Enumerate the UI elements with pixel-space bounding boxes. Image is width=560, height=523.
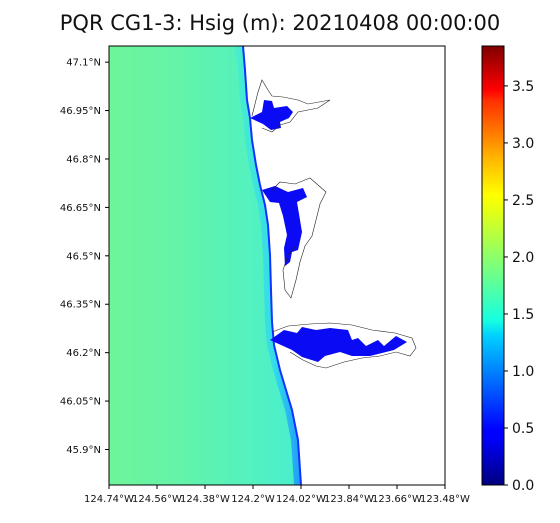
lat-tick-label: 47.1°N: [66, 58, 101, 69]
colorbar-tick-label: 3.0: [512, 136, 534, 152]
colorbar-gradient: [482, 46, 504, 485]
lon-tick-label: 123.84°W: [324, 494, 374, 505]
lat-tick-label: 45.9°N: [66, 445, 101, 456]
colorbar-tick-label: 0.5: [512, 421, 534, 437]
lat-tick-label: 46.65°N: [60, 203, 101, 214]
latitude-axis: 47.1°N 46.95°N 46.8°N 46.65°N 46.5°N 46.35°N 4…: [60, 58, 109, 456]
lon-tick-label: 123.48°W: [420, 494, 470, 505]
colorbar-tick-label: 1.5: [512, 307, 534, 323]
lat-tick-label: 46.5°N: [66, 251, 101, 262]
grays-harbor-outline: [251, 79, 331, 133]
grays-harbor-estuary: [250, 100, 293, 130]
lon-tick-label: 124.02°W: [276, 494, 326, 505]
lon-tick-label: 124.38°W: [180, 494, 230, 505]
lat-tick-label: 46.95°N: [60, 106, 101, 117]
columbia-river-outline: [271, 322, 417, 369]
colorbar-ticks: 0.0 0.5 1.0 1.5 2.0 2.5 3.0 3.5: [504, 79, 534, 494]
colorbar-tick-label: 1.0: [512, 364, 534, 380]
colorbar: 0.0 0.5 1.0 1.5 2.0 2.5 3.0 3.5: [481, 45, 534, 494]
colorbar-tick-label: 2.0: [512, 250, 534, 266]
lat-tick-label: 46.05°N: [60, 397, 101, 408]
lat-tick-label: 46.8°N: [66, 154, 101, 165]
colorbar-tick-label: 3.5: [512, 79, 534, 95]
lat-tick-label: 46.2°N: [66, 348, 101, 359]
map-plot-area: [108, 45, 446, 486]
colorbar-tick-label: 0.0: [512, 478, 534, 494]
lon-tick-label: 124.2°W: [231, 494, 275, 505]
colorbar-tick-label: 2.5: [512, 193, 534, 209]
willapa-bay-outline: [271, 177, 327, 299]
lon-tick-label: 124.74°W: [84, 494, 134, 505]
colorbar-frame: [481, 45, 505, 486]
surf-zone: [234, 46, 301, 485]
lon-tick-label: 123.66°W: [372, 494, 422, 505]
chart-title: PQR CG1-3: Hsig (m): 20210408 00:00:00: [59, 11, 501, 35]
columbia-river-estuary: [270, 327, 407, 362]
lat-tick-label: 46.35°N: [60, 300, 101, 311]
map-frame: [108, 45, 446, 486]
lon-tick-label: 124.56°W: [132, 494, 182, 505]
